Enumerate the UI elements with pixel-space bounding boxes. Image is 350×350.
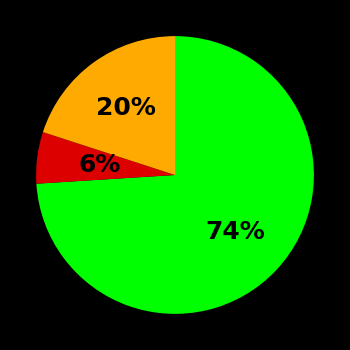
Wedge shape [36,132,175,184]
Text: 20%: 20% [96,96,156,120]
Text: 74%: 74% [206,220,266,244]
Wedge shape [43,36,175,175]
Text: 6%: 6% [78,153,120,177]
Wedge shape [36,36,314,314]
